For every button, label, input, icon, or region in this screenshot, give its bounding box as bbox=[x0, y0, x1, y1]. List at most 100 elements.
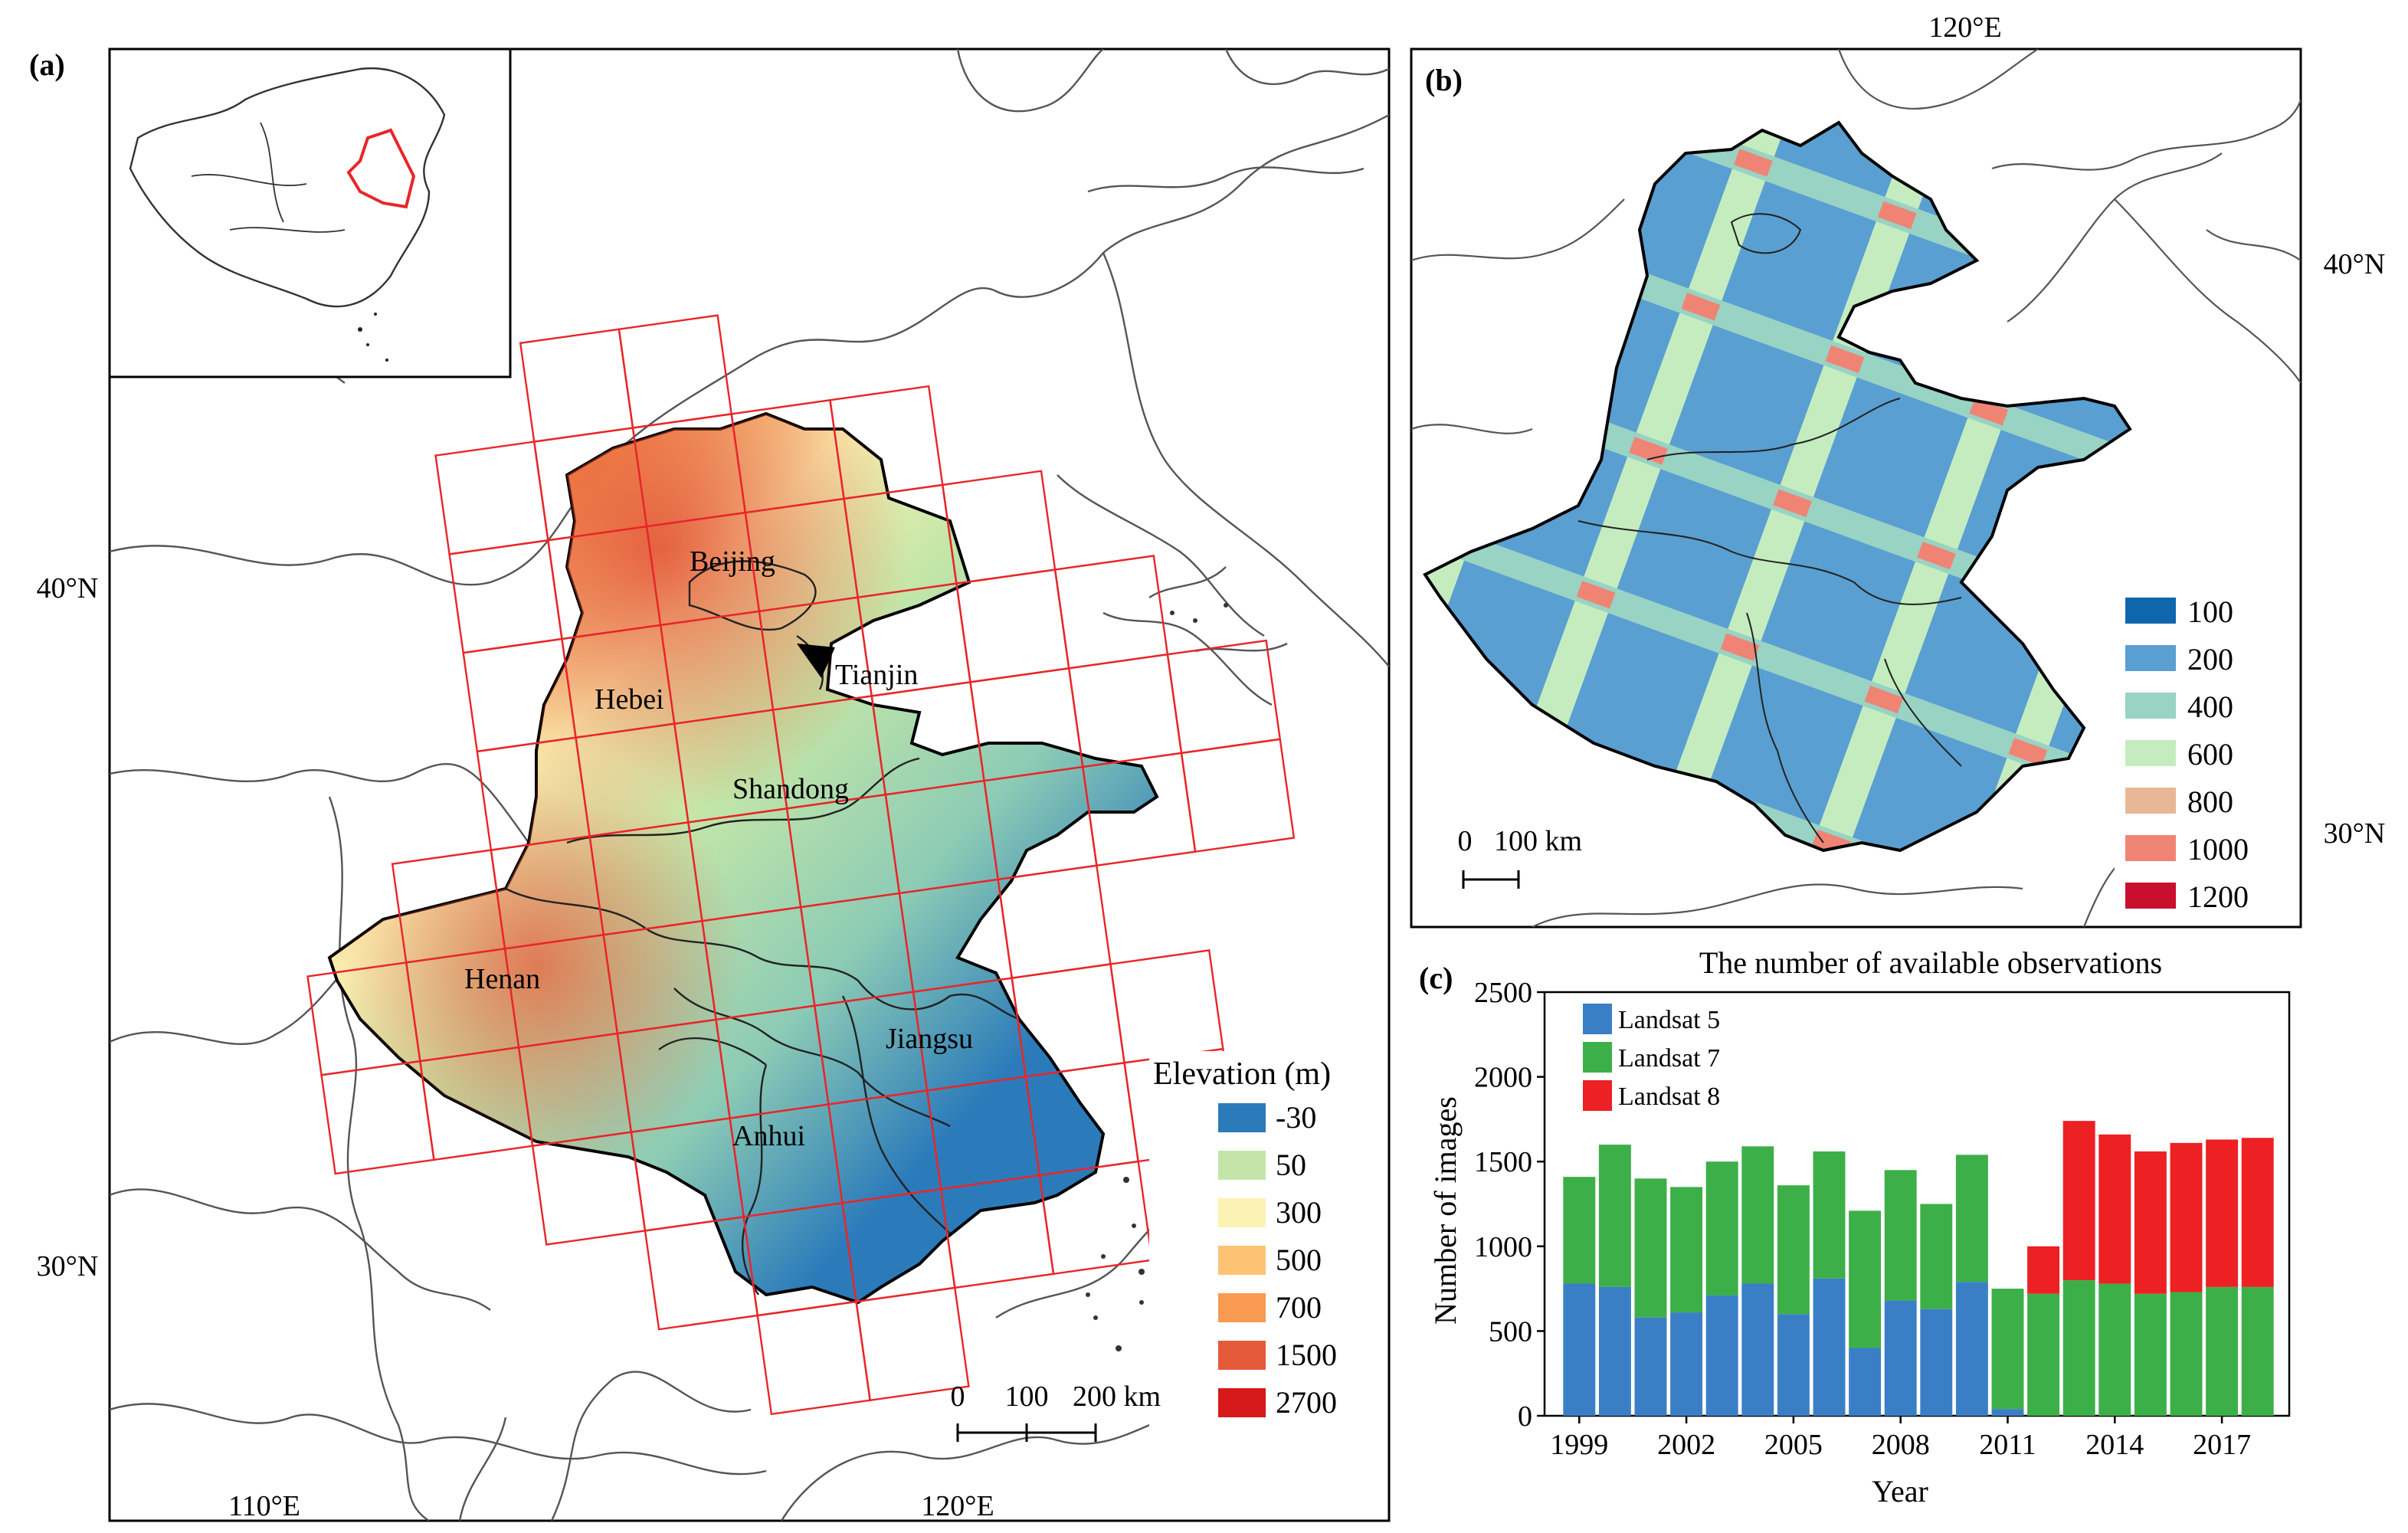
elevation-swatch-4 bbox=[1218, 1293, 1266, 1322]
label-anhui: Anhui bbox=[732, 1120, 805, 1152]
legend-swatch-1 bbox=[1583, 1042, 1612, 1073]
elevation-swatch-0 bbox=[1218, 1103, 1266, 1132]
lon-tick-110: 110°E bbox=[228, 1490, 300, 1522]
bar-landsat-7-2001 bbox=[1634, 1178, 1667, 1318]
panel-c-label: (c) bbox=[1419, 961, 1453, 995]
province-labels: Beijing Tianjin Hebei Shandong Henan Jia… bbox=[464, 545, 973, 1152]
observation-value-4: 800 bbox=[2187, 785, 2233, 819]
label-beijing: Beijing bbox=[690, 545, 775, 578]
y-tick-label-2000: 2000 bbox=[1474, 1062, 1532, 1094]
bar-landsat-8-2017 bbox=[2206, 1139, 2239, 1287]
x-tick-label-1999: 1999 bbox=[1550, 1429, 1608, 1461]
scale-b-0: 0 bbox=[1458, 825, 1473, 857]
elevation-value-2: 300 bbox=[1276, 1195, 1322, 1230]
elevation-legend-title: Elevation (m) bbox=[1153, 1056, 1331, 1092]
x-tick-label-2002: 2002 bbox=[1657, 1429, 1715, 1461]
legend-label-2: Landsat 8 bbox=[1618, 1083, 1720, 1111]
panel-b-background-lines bbox=[1411, 49, 2301, 927]
panel-a-label: (a) bbox=[29, 47, 65, 82]
panel-b-map: (b) 120°E 40°N 30°N 10020040060080010001… bbox=[1410, 11, 2386, 929]
bar-landsat-5-2001 bbox=[1634, 1317, 1667, 1416]
observation-swatch-4 bbox=[2125, 788, 2176, 814]
panel-b-lon-tick-120: 120°E bbox=[1928, 11, 2001, 44]
scale-a-100: 100 bbox=[1005, 1381, 1049, 1413]
y-tick-label-1500: 1500 bbox=[1474, 1146, 1532, 1178]
bar-landsat-7-2007 bbox=[1849, 1210, 1882, 1348]
y-tick-label-1000: 1000 bbox=[1474, 1231, 1532, 1263]
panel-b-internal-boundaries bbox=[1577, 213, 1962, 843]
label-jiangsu: Jiangsu bbox=[886, 1023, 973, 1055]
bar-landsat-7-2006 bbox=[1813, 1151, 1846, 1279]
panel-b-lat-tick-30: 30°N bbox=[2324, 817, 2386, 850]
elevation-swatch-6 bbox=[1218, 1388, 1266, 1417]
legend-swatch-2 bbox=[1583, 1080, 1612, 1111]
bar-landsat-5-2003 bbox=[1705, 1295, 1738, 1416]
internal-province-boundaries bbox=[505, 560, 1020, 1296]
bar-landsat-8-2016 bbox=[2170, 1142, 2203, 1292]
x-tick-label-2008: 2008 bbox=[1872, 1429, 1930, 1461]
bar-landsat-7-2018 bbox=[2241, 1286, 2274, 1416]
bar-landsat-7-2012 bbox=[2027, 1293, 2060, 1416]
bar-landsat-7-2005 bbox=[1777, 1185, 1810, 1315]
chart-ylabel: Number of images bbox=[1428, 1096, 1463, 1325]
lat-tick-30: 30°N bbox=[37, 1250, 99, 1282]
elevation-swatch-5 bbox=[1218, 1341, 1266, 1370]
x-tick-label-2014: 2014 bbox=[2085, 1429, 2144, 1461]
legend-swatch-0 bbox=[1583, 1004, 1612, 1034]
x-tick-label-2011: 2011 bbox=[1979, 1429, 2036, 1461]
y-tick-label-500: 500 bbox=[1489, 1315, 1532, 1348]
bar-landsat-8-2013 bbox=[2062, 1121, 2095, 1281]
label-henan: Henan bbox=[464, 963, 540, 995]
bar-landsat-7-1999 bbox=[1563, 1177, 1596, 1284]
chart-title: The number of available observations bbox=[1699, 945, 2162, 980]
observation-swatch-2 bbox=[2125, 693, 2176, 719]
bar-landsat-5-2011 bbox=[1991, 1409, 2024, 1416]
observation-value-6: 1200 bbox=[2187, 880, 2249, 914]
observation-legend: 100 200 400 600 800 1000 1200 bbox=[2115, 584, 2291, 921]
bar-landsat-5-2009 bbox=[1920, 1309, 1953, 1416]
elevation-value-4: 700 bbox=[1276, 1290, 1322, 1325]
bar-landsat-5-2006 bbox=[1813, 1278, 1846, 1416]
bar-landsat-5-2010 bbox=[1955, 1282, 1988, 1416]
inset-china-map bbox=[108, 47, 512, 378]
bar-landsat-7-2004 bbox=[1741, 1146, 1774, 1284]
observation-value-5: 1000 bbox=[2187, 832, 2249, 866]
bar-landsat-7-2000 bbox=[1598, 1145, 1631, 1287]
observation-count-map bbox=[1423, 120, 2132, 853]
bar-landsat-5-1999 bbox=[1563, 1283, 1596, 1416]
legend-label-1: Landsat 7 bbox=[1618, 1044, 1720, 1073]
bar-landsat-7-2015 bbox=[2134, 1293, 2167, 1416]
elevation-legend: Elevation (m) -30 50 300 500 700 1500 2700 bbox=[1149, 1051, 1379, 1434]
bar-landsat-7-2003 bbox=[1705, 1161, 1738, 1296]
observation-value-3: 600 bbox=[2187, 737, 2233, 771]
bar-landsat-7-2002 bbox=[1670, 1187, 1703, 1313]
elevation-swatch-1 bbox=[1218, 1151, 1266, 1180]
elevation-value-0: -30 bbox=[1276, 1100, 1316, 1135]
label-tianjin: Tianjin bbox=[835, 659, 918, 691]
bar-landsat-5-2007 bbox=[1849, 1348, 1882, 1416]
chart-legend: Landsat 5 Landsat 7 Landsat 8 bbox=[1583, 1004, 1720, 1111]
panel-a-map: (a) 110°E 120°E 40°N 30°N Beijing Tianji… bbox=[29, 47, 1391, 1522]
bar-landsat-7-2010 bbox=[1955, 1155, 1988, 1282]
bar-landsat-7-2011 bbox=[1991, 1289, 2024, 1410]
observation-swatch-3 bbox=[2125, 740, 2176, 766]
landsat-scene-frames bbox=[306, 314, 1296, 1416]
panel-c-chart: (c) The number of available observations… bbox=[1419, 945, 2291, 1508]
x-tick-label-2005: 2005 bbox=[1764, 1429, 1823, 1461]
observation-swatch-0 bbox=[2125, 598, 2176, 624]
scale-a-200: 200 km bbox=[1073, 1381, 1161, 1413]
observation-value-1: 200 bbox=[2187, 642, 2233, 676]
scale-b-100: 100 km bbox=[1494, 825, 1582, 857]
scale-bar-b: 0 100 km bbox=[1458, 825, 1582, 889]
inset-study-area-outline bbox=[346, 128, 416, 209]
bar-landsat-5-2005 bbox=[1777, 1314, 1810, 1416]
bar-landsat-7-2009 bbox=[1920, 1204, 1953, 1309]
legend-label-0: Landsat 5 bbox=[1618, 1006, 1720, 1034]
bar-landsat-8-2014 bbox=[2098, 1134, 2131, 1284]
elevation-value-1: 50 bbox=[1276, 1148, 1306, 1182]
bar-landsat-7-2014 bbox=[2098, 1283, 2131, 1416]
observation-value-0: 100 bbox=[2187, 595, 2233, 629]
observation-swatch-1 bbox=[2125, 645, 2176, 671]
scale-bar-a: 0 100 200 km bbox=[951, 1381, 1161, 1442]
bar-landsat-5-2004 bbox=[1741, 1283, 1774, 1416]
